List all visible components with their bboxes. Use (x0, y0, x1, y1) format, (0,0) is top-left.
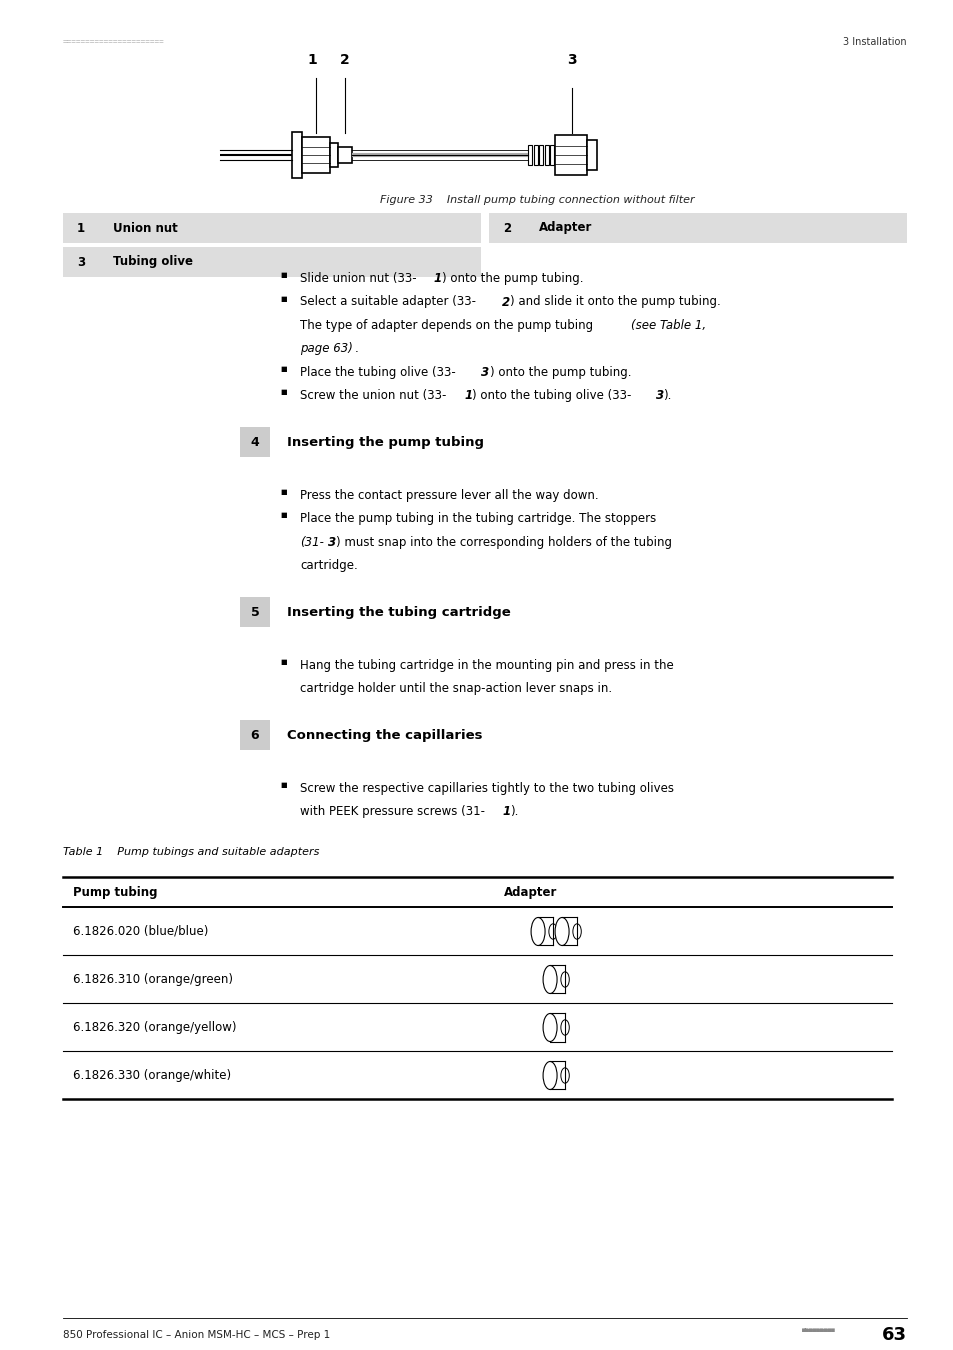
Text: 1: 1 (433, 271, 441, 285)
Bar (533, 144, 537, 165)
Bar (240, 721, 270, 751)
Text: .: . (355, 343, 358, 355)
Ellipse shape (560, 1019, 569, 1035)
Text: ■: ■ (280, 659, 286, 666)
Bar (240, 598, 270, 628)
Text: 2: 2 (501, 296, 510, 309)
Text: 3: 3 (328, 536, 335, 549)
Text: 6.1826.320 (orange/yellow): 6.1826.320 (orange/yellow) (73, 1021, 236, 1034)
Text: Hang the tubing cartridge in the mounting pin and press in the: Hang the tubing cartridge in the mountin… (299, 659, 673, 672)
Bar (63, 213, 480, 243)
Text: 1: 1 (307, 53, 316, 68)
Text: Inserting the pump tubing: Inserting the pump tubing (287, 436, 483, 450)
Text: Adapter: Adapter (503, 886, 557, 899)
Bar (538, 144, 542, 165)
Text: ) and slide it onto the pump tubing.: ) and slide it onto the pump tubing. (510, 296, 720, 309)
Text: ■: ■ (280, 366, 286, 373)
Bar (561, 918, 577, 945)
Text: 3: 3 (481, 366, 489, 379)
Text: ) onto the pump tubing.: ) onto the pump tubing. (490, 366, 631, 379)
Bar (537, 918, 553, 945)
Text: Select a suitable adapter (33-: Select a suitable adapter (33- (299, 296, 476, 309)
Bar (337, 147, 352, 163)
Text: Place the pump tubing in the tubing cartridge. The stoppers: Place the pump tubing in the tubing cart… (299, 513, 656, 525)
Text: 2: 2 (340, 53, 350, 68)
Text: Inserting the tubing cartridge: Inserting the tubing cartridge (287, 606, 510, 620)
Bar (555, 135, 586, 176)
Text: ■: ■ (280, 390, 286, 396)
Ellipse shape (542, 1061, 557, 1089)
Text: Pump tubing: Pump tubing (73, 886, 157, 899)
Text: Connecting the capillaries: Connecting the capillaries (287, 729, 482, 742)
Bar (302, 136, 330, 173)
Bar (63, 247, 480, 277)
Text: Place the tubing olive (33-: Place the tubing olive (33- (299, 366, 456, 379)
Text: 1: 1 (464, 390, 472, 402)
Text: 2: 2 (502, 221, 511, 235)
Text: 5: 5 (251, 606, 259, 620)
Bar (550, 965, 564, 994)
Text: cartridge.: cartridge. (299, 559, 357, 572)
Text: ) onto the tubing olive (33-: ) onto the tubing olive (33- (472, 390, 631, 402)
Text: 63: 63 (882, 1326, 906, 1345)
Text: page 63): page 63) (299, 343, 353, 355)
Text: Union nut: Union nut (112, 221, 177, 235)
Text: ■: ■ (280, 782, 286, 788)
Bar (240, 428, 270, 458)
Text: Slide union nut (33-: Slide union nut (33- (299, 271, 416, 285)
Text: 1: 1 (77, 221, 85, 235)
Text: 3 Installation: 3 Installation (842, 36, 906, 47)
Text: 850 Professional IC – Anion MSM-HC – MCS – Prep 1: 850 Professional IC – Anion MSM-HC – MCS… (63, 1330, 330, 1341)
Text: ======================: ====================== (63, 38, 165, 46)
Text: ) onto the pump tubing.: ) onto the pump tubing. (441, 271, 583, 285)
Text: with PEEK pressure screws (31-: with PEEK pressure screws (31- (299, 806, 484, 818)
Text: cartridge holder until the snap-action lever snaps in.: cartridge holder until the snap-action l… (299, 683, 612, 695)
Text: ) must snap into the corresponding holders of the tubing: ) must snap into the corresponding holde… (335, 536, 671, 549)
Text: Figure 33    Install pump tubing connection without filter: Figure 33 Install pump tubing connection… (379, 194, 694, 205)
Text: ).: ). (510, 806, 518, 818)
Ellipse shape (542, 965, 557, 994)
Text: 6.1826.330 (orange/white): 6.1826.330 (orange/white) (73, 1069, 231, 1081)
Text: 3: 3 (77, 255, 85, 269)
Bar (550, 1014, 564, 1041)
Ellipse shape (548, 923, 557, 940)
Text: ■: ■ (280, 513, 286, 518)
Text: (see Table 1,: (see Table 1, (630, 319, 705, 332)
Text: The type of adapter depends on the pump tubing: The type of adapter depends on the pump … (299, 319, 597, 332)
Ellipse shape (573, 923, 580, 940)
Text: Table 1    Pump tubings and suitable adapters: Table 1 Pump tubings and suitable adapte… (63, 848, 319, 857)
Text: ).: ). (662, 390, 671, 402)
Ellipse shape (542, 1014, 557, 1041)
Bar (330, 143, 337, 167)
Ellipse shape (560, 972, 569, 987)
Text: Tubing olive: Tubing olive (112, 255, 193, 269)
Bar (489, 213, 906, 243)
Text: 3: 3 (655, 390, 663, 402)
Text: ■■■■■■■■■: ■■■■■■■■■ (801, 1328, 835, 1332)
Ellipse shape (531, 918, 544, 945)
Bar (550, 144, 554, 165)
Text: 6.1826.310 (orange/green): 6.1826.310 (orange/green) (73, 973, 233, 985)
Ellipse shape (555, 918, 569, 945)
Text: 1: 1 (502, 806, 510, 818)
Text: Screw the union nut (33-: Screw the union nut (33- (299, 390, 446, 402)
Text: ■: ■ (280, 296, 286, 301)
Bar (544, 144, 548, 165)
Text: 4: 4 (251, 436, 259, 450)
Text: ■: ■ (280, 489, 286, 495)
Bar (586, 140, 597, 170)
Text: Press the contact pressure lever all the way down.: Press the contact pressure lever all the… (299, 489, 598, 502)
Bar (550, 1061, 564, 1089)
Text: Screw the respective capillaries tightly to the two tubing olives: Screw the respective capillaries tightly… (299, 782, 673, 795)
Text: 6: 6 (251, 729, 259, 742)
Text: 6.1826.020 (blue/blue): 6.1826.020 (blue/blue) (73, 925, 208, 938)
Ellipse shape (560, 1068, 569, 1083)
Text: (31-: (31- (299, 536, 323, 549)
Bar (292, 132, 302, 178)
Bar (527, 144, 532, 165)
Text: Adapter: Adapter (538, 221, 592, 235)
Text: 3: 3 (567, 53, 577, 68)
Text: ■: ■ (280, 271, 286, 278)
